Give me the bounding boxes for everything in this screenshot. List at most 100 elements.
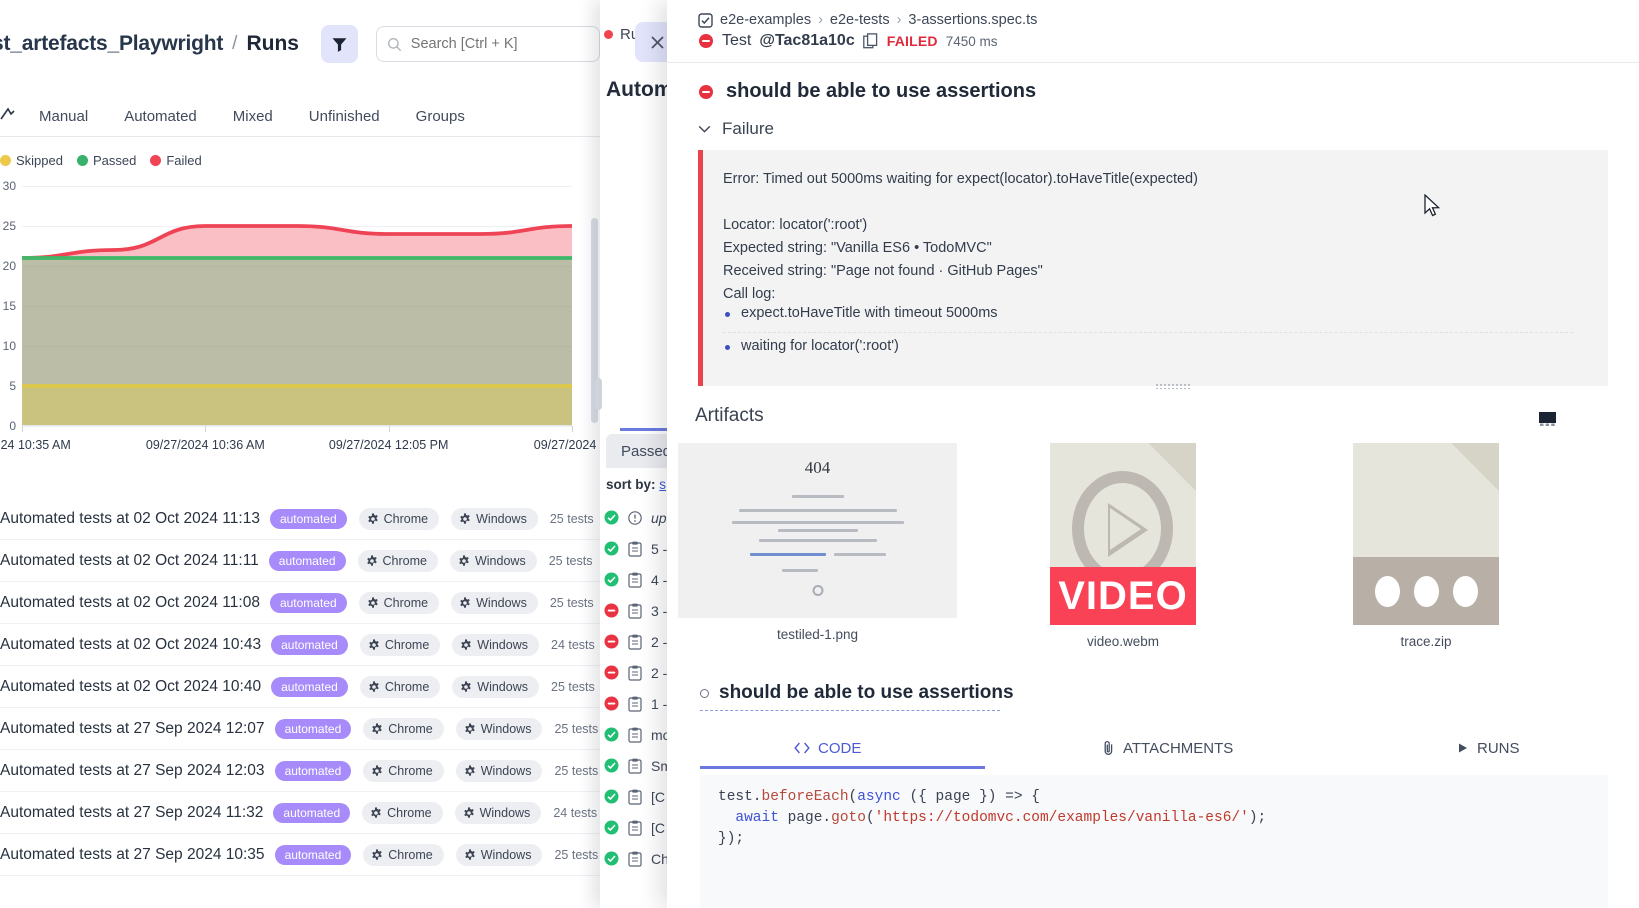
- chart-gridline: [22, 426, 572, 427]
- run-os-label: Windows: [480, 763, 532, 778]
- drawer-result-item[interactable]: [C: [600, 812, 668, 843]
- status-failed-icon: [604, 665, 619, 680]
- tab-groups[interactable]: Groups: [415, 107, 465, 125]
- gear-icon: [461, 638, 471, 650]
- run-os-chip: Windows: [455, 759, 543, 782]
- sort-by-value[interactable]: s: [659, 477, 667, 492]
- resize-grip[interactable]: [1155, 383, 1191, 389]
- artifact-archive[interactable]: trace.zip: [1353, 443, 1499, 649]
- drawer-result-item[interactable]: Ch: [600, 843, 669, 874]
- run-row[interactable]: Automated tests at 02 Oct 2024 10:43 auto…: [0, 624, 600, 666]
- breadcrumb-part-2[interactable]: 3-assertions.spec.ts: [908, 12, 1038, 28]
- drawer-tab-run[interactable]: Ru: [604, 26, 639, 43]
- tab-manual[interactable]: Manual: [39, 107, 89, 125]
- artifact-video[interactable]: VIDEO video.webm: [1050, 443, 1196, 649]
- drawer-result-label: 5 -: [651, 540, 668, 557]
- search-input[interactable]: [410, 36, 589, 52]
- drawer-result-item[interactable]: [C: [600, 781, 668, 812]
- status-passed-icon: [604, 758, 619, 773]
- chart-x-axis: [22, 425, 572, 426]
- drawer-result-item[interactable]: Sm: [600, 750, 672, 781]
- code-token: });: [718, 831, 745, 847]
- run-row[interactable]: Automated tests at 02 Oct 2024 11:11 auto…: [0, 540, 600, 582]
- run-os-chip: Windows: [451, 591, 538, 614]
- drawer-tab-label: Ru: [620, 26, 640, 43]
- drawer-result-label: 3 -: [651, 602, 668, 619]
- drawer-result-item[interactable]: 3 -: [600, 595, 668, 626]
- run-title[interactable]: Automated tests at 02 Oct 2024 10:40: [0, 677, 262, 695]
- run-row[interactable]: Automated tests at 02 Oct 2024 11:08 auto…: [0, 582, 600, 624]
- run-row[interactable]: Automated tests at 02 Oct 2024 11:13 auto…: [0, 498, 600, 540]
- drawer-result-label: Ch: [651, 850, 669, 867]
- failure-section-header[interactable]: Failure: [698, 119, 774, 139]
- drawer-result-item[interactable]: 5 -: [600, 533, 668, 564]
- drawer-result-item[interactable]: 2 -: [600, 657, 668, 688]
- tab-code[interactable]: CODE: [794, 728, 861, 768]
- tab-runs[interactable]: RUNS: [1457, 728, 1520, 768]
- gear-icon: [460, 596, 470, 608]
- code-token: );: [1248, 810, 1267, 826]
- run-title[interactable]: Automated tests at 27 Sep 2024 12:03: [0, 761, 265, 779]
- run-title[interactable]: Automated tests at 02 Oct 2024 10:43: [0, 635, 262, 653]
- artifact-archive-name: trace.zip: [1400, 634, 1452, 649]
- tabs-divider: [0, 136, 600, 137]
- code-line: });: [718, 829, 1590, 850]
- search-box[interactable]: [375, 26, 600, 62]
- drawer-result-item[interactable]: uplo: [600, 502, 677, 533]
- artifacts-title: Artifacts: [695, 405, 764, 426]
- filter-funnel-icon: [332, 37, 347, 52]
- run-title[interactable]: Automated tests at 27 Sep 2024 10:35: [0, 845, 265, 863]
- gear-icon: [366, 554, 377, 566]
- code-token: goto: [831, 810, 866, 826]
- run-row[interactable]: Automated tests at 02 Oct 2024 10:40 auto…: [0, 666, 600, 708]
- chart-gridline: [22, 265, 572, 267]
- drawer-result-item[interactable]: 2 -: [600, 626, 668, 657]
- breadcrumb-sep-1: ›: [896, 12, 902, 28]
- gallery-view-button[interactable]: [1539, 412, 1556, 431]
- run-badge-automated: automated: [273, 802, 351, 823]
- test-duration: 7450 ms: [945, 33, 998, 49]
- breadcrumb-project[interactable]: st_artefacts_Playwright: [0, 32, 224, 55]
- chart-series-svg: [22, 224, 572, 426]
- breadcrumb-part-0[interactable]: e2e-examples: [720, 12, 812, 28]
- test-breadcrumb: e2e-examples › e2e-tests › 3-assertions.…: [698, 12, 1037, 28]
- run-title[interactable]: Automated tests at 27 Sep 2024 12:07: [0, 719, 265, 737]
- drawer-result-item[interactable]: mo: [600, 719, 670, 750]
- legend-label-skipped: Skipped: [16, 152, 63, 168]
- copy-icon[interactable]: [862, 32, 879, 50]
- tab-attachments[interactable]: ATTACHMENTS: [1102, 728, 1233, 768]
- run-row[interactable]: Automated tests at 27 Sep 2024 11:32 auto…: [0, 792, 600, 834]
- drawer-title: Automa: [606, 78, 685, 101]
- tab-mixed[interactable]: Mixed: [232, 107, 273, 125]
- drawer-result-item[interactable]: 1 -: [600, 688, 668, 719]
- run-title[interactable]: Automated tests at 02 Oct 2024 11:08: [0, 593, 260, 611]
- run-row[interactable]: Automated tests at 27 Sep 2024 10:35 auto…: [0, 834, 600, 876]
- artifact-image[interactable]: 404 testiled-1.png: [678, 443, 957, 642]
- run-title[interactable]: Automated tests at 02 Oct 2024 11:13: [0, 509, 260, 527]
- gear-icon: [372, 764, 382, 776]
- call-log-item: waiting for locator(':root'): [723, 333, 1573, 365]
- all-runs-icon[interactable]: [0, 107, 21, 126]
- breadcrumb-part-1[interactable]: e2e-tests: [829, 12, 890, 28]
- run-os-chip: Windows: [455, 717, 543, 740]
- gear-icon: [372, 848, 382, 860]
- tab-unfinished[interactable]: Unfinished: [308, 107, 380, 125]
- tab-attachments-label: ATTACHMENTS: [1123, 739, 1234, 757]
- status-passed-icon: [604, 541, 619, 556]
- run-title[interactable]: Automated tests at 02 Oct 2024 11:11: [0, 551, 259, 569]
- filter-button[interactable]: [320, 25, 358, 63]
- chart-scrollbar[interactable]: [591, 218, 598, 423]
- breadcrumb-runs[interactable]: Runs: [246, 32, 299, 55]
- gear-icon: [465, 722, 475, 734]
- code-snippet: test.beforeEach(async ({ page }) => { aw…: [700, 775, 1608, 908]
- tab-automated[interactable]: Automated: [124, 107, 197, 125]
- artifact-video-name: video.webm: [1086, 634, 1160, 649]
- test-detail-panel: e2e-examples › e2e-tests › 3-assertions.…: [667, 0, 1639, 908]
- run-row[interactable]: Automated tests at 27 Sep 2024 12:03 auto…: [0, 750, 600, 792]
- drawer-result-item[interactable]: 4 -: [600, 564, 668, 595]
- run-title[interactable]: Automated tests at 27 Sep 2024 11:32: [0, 803, 264, 821]
- run-badge-automated: automated: [274, 760, 352, 781]
- run-row[interactable]: Automated tests at 27 Sep 2024 12:07 auto…: [0, 708, 600, 750]
- drawer-left-scrollbar[interactable]: [595, 378, 602, 410]
- status-failed-icon: [699, 84, 713, 99]
